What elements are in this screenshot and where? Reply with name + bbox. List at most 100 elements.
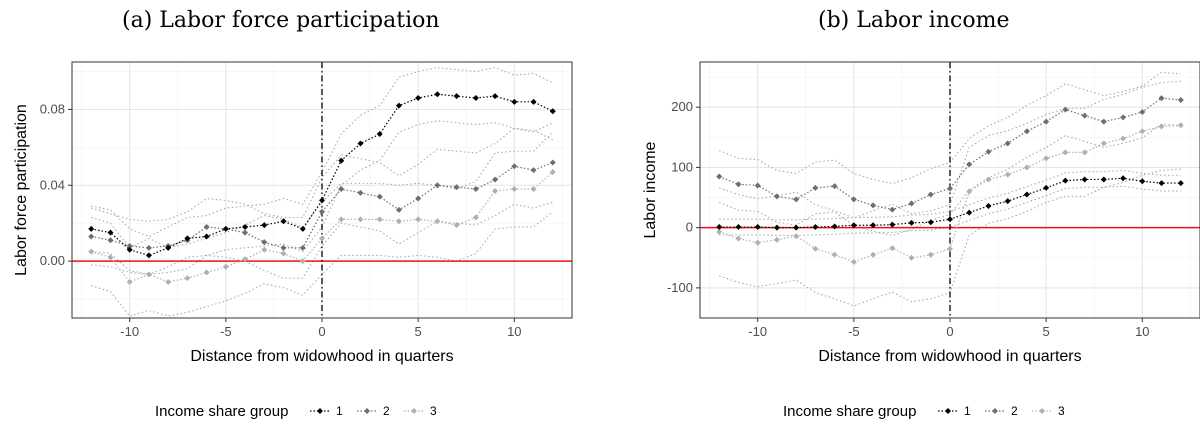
- series-3-point: [966, 188, 973, 195]
- x-tick-label: -10: [120, 324, 139, 339]
- series-3-point: [1043, 155, 1050, 162]
- series-1-point: [908, 219, 915, 226]
- series-2-point: [434, 182, 441, 189]
- series-3-point: [735, 235, 742, 242]
- series-2-point: [889, 206, 896, 213]
- series-2-point: [530, 167, 537, 174]
- series-1-point: [299, 225, 306, 232]
- series-3-point: [908, 254, 915, 261]
- series-1-point: [203, 233, 210, 240]
- series-1-point: [472, 95, 479, 102]
- series-1-point: [870, 222, 877, 229]
- series-2-point: [1023, 128, 1030, 135]
- x-tick-label: 0: [318, 324, 325, 339]
- legend-title: Income share group: [155, 403, 288, 420]
- y-tick-label: 0.08: [40, 101, 65, 116]
- series-3-point: [1100, 140, 1107, 147]
- series-2-point: [1081, 112, 1088, 119]
- series-1-point: [549, 108, 556, 115]
- series-3-point: [773, 236, 780, 243]
- x-tick-label: -10: [748, 324, 767, 339]
- series-3-point: [472, 214, 479, 221]
- series-3-point: [1158, 123, 1165, 130]
- series-2-point: [966, 161, 973, 168]
- series-3-point: [1139, 128, 1146, 135]
- panel-b: -10 -5 0 5 10 -100 0 100 200 Distance from widowh…: [642, 61, 1200, 420]
- legend-label-3: 3: [430, 404, 437, 418]
- series-1-point: [812, 224, 819, 231]
- series-1-point: [1158, 180, 1165, 187]
- series-2-point: [1139, 108, 1146, 115]
- series-1-point: [716, 224, 723, 231]
- series-1-point: [145, 252, 152, 259]
- panel-a: -10 -5 0 5 10 0.00 0.04 0.08 Distance from widow…: [13, 61, 573, 420]
- series-2-point: [319, 208, 325, 215]
- series-2-point: [1100, 118, 1107, 125]
- legend-key-marker-1: [317, 408, 323, 414]
- series-2-point: [280, 244, 287, 251]
- series-3-point: [1023, 164, 1030, 171]
- series-2-point: [773, 193, 780, 200]
- series-1-point: [165, 244, 172, 251]
- series-2-point: [793, 196, 800, 203]
- series-2-point: [908, 200, 915, 207]
- y-tick-label: 100: [671, 159, 693, 174]
- y-tick-label: 200: [671, 99, 693, 114]
- series-1-point: [1177, 180, 1184, 187]
- series-2-point: [1062, 106, 1069, 113]
- series-3-ci-high: [719, 80, 1181, 219]
- legend-label-2: 2: [1011, 404, 1018, 418]
- series-2-point: [1177, 96, 1184, 103]
- legend-label-3: 3: [1058, 404, 1065, 418]
- series-2-point: [472, 186, 479, 193]
- x-axis-title: Distance from widowhood in quarters: [818, 348, 1081, 365]
- series-3-point: [716, 228, 723, 235]
- y-tick-label: 0.00: [40, 253, 65, 268]
- series-1-point: [415, 95, 422, 102]
- series-1-point: [927, 219, 934, 226]
- series-3-point: [754, 239, 761, 246]
- series-2-point: [299, 244, 306, 251]
- series-2-ci-high: [719, 71, 1181, 185]
- series-1-point: [492, 93, 499, 100]
- series-3-point: [1177, 122, 1184, 129]
- series-1-point: [1139, 178, 1146, 185]
- series-3-point: [242, 256, 249, 263]
- x-axis-title: Distance from widowhood in quarters: [190, 348, 453, 365]
- series-2-point: [1158, 95, 1165, 102]
- series-1-point: [453, 93, 460, 100]
- series-2-point: [870, 202, 877, 209]
- series-2-point: [242, 229, 249, 236]
- legend-key-marker-2: [992, 408, 998, 414]
- series-3-point: [850, 258, 857, 265]
- series-2-point: [107, 237, 114, 244]
- series-1-point: [184, 235, 191, 242]
- series-3-point: [889, 245, 896, 252]
- series-1-point: [107, 229, 114, 236]
- series-3-point: [927, 251, 934, 258]
- series-3-point: [1120, 135, 1127, 142]
- series-2-point: [357, 189, 364, 196]
- x-tick-label: 0: [946, 324, 953, 339]
- legend-key-marker-1: [945, 408, 951, 414]
- x-tick-label: 5: [1043, 324, 1050, 339]
- legend-label-1: 1: [964, 404, 971, 418]
- series-3-point: [280, 250, 287, 257]
- series-1-point: [376, 131, 383, 138]
- series-1-ci-high: [719, 169, 1181, 221]
- series-1-point: [1023, 191, 1030, 198]
- series-2-point: [1120, 114, 1127, 121]
- series-3-point: [870, 251, 877, 258]
- series-2-point: [492, 176, 499, 183]
- series-2-ci-high: [91, 122, 554, 222]
- series-3-point: [222, 263, 229, 270]
- x-tick-label: -5: [220, 324, 232, 339]
- series-1-point: [773, 224, 780, 231]
- series-3-point: [985, 176, 992, 183]
- series-1-point: [1004, 198, 1011, 205]
- series-3-point: [126, 278, 133, 285]
- series-3-point: [530, 186, 537, 193]
- legend-label-1: 1: [336, 404, 343, 418]
- series-2-point: [985, 148, 992, 155]
- series-1-point: [1120, 175, 1127, 182]
